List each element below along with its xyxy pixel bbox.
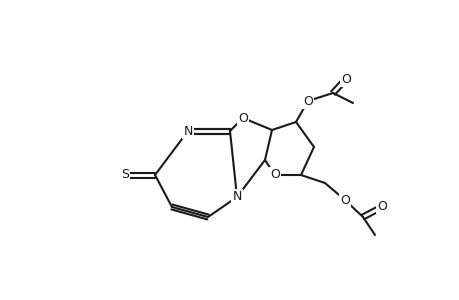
- Text: N: N: [232, 190, 241, 203]
- Text: O: O: [302, 94, 312, 107]
- Text: O: O: [269, 169, 280, 182]
- Text: O: O: [339, 194, 349, 206]
- Text: N: N: [183, 124, 192, 137]
- Text: O: O: [238, 112, 247, 124]
- Text: O: O: [340, 73, 350, 85]
- Text: O: O: [376, 200, 386, 214]
- Text: S: S: [121, 169, 129, 182]
